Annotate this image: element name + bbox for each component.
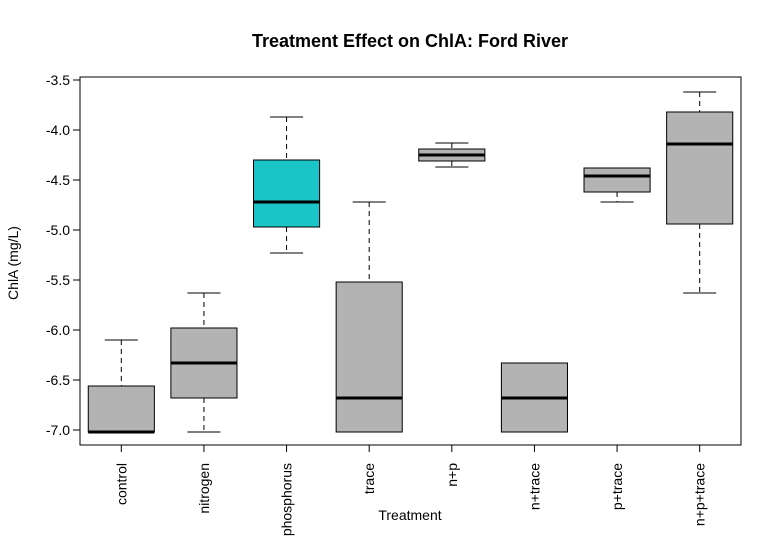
y-axis: -3.5 -4.0 -4.5 -5.0 -5.5 -6.0 -6.5 -7.0 — [46, 72, 81, 438]
x-tick-label: trace — [361, 463, 377, 494]
x-tick-label: n+p — [444, 463, 460, 487]
box-phosphorus — [253, 159, 321, 228]
y-tick-label: -4.0 — [46, 122, 70, 138]
y-tick-label: -6.5 — [46, 372, 70, 388]
y-tick-label: -7.0 — [46, 422, 70, 438]
y-tick-label: -4.5 — [46, 172, 70, 188]
x-tick-label: control — [113, 463, 129, 505]
y-tick-label: -3.5 — [46, 72, 70, 88]
y-axis-label: ChlA (mg/L) — [5, 226, 21, 300]
y-tick-label: -5.5 — [46, 272, 70, 288]
chart-title: Treatment Effect on ChlA: Ford River — [252, 31, 568, 51]
x-axis-label: Treatment — [378, 507, 441, 523]
x-tick-label: p+trace — [609, 463, 625, 510]
box-p+trace — [583, 167, 651, 193]
box-n+p+trace — [666, 111, 734, 225]
x-tick-label: n+p+trace — [692, 463, 708, 526]
y-tick-label: -6.0 — [46, 322, 70, 338]
x-axis: control nitrogen phosphorus trace n+p n+trace… — [113, 444, 708, 536]
x-tick-label: nitrogen — [196, 463, 212, 514]
box-control — [87, 385, 155, 433]
y-tick-label: -5.0 — [46, 222, 70, 238]
x-tick-label: phosphorus — [279, 463, 295, 536]
x-tick-label: n+trace — [526, 463, 542, 510]
box-trace — [335, 281, 403, 433]
box-group — [87, 91, 734, 434]
